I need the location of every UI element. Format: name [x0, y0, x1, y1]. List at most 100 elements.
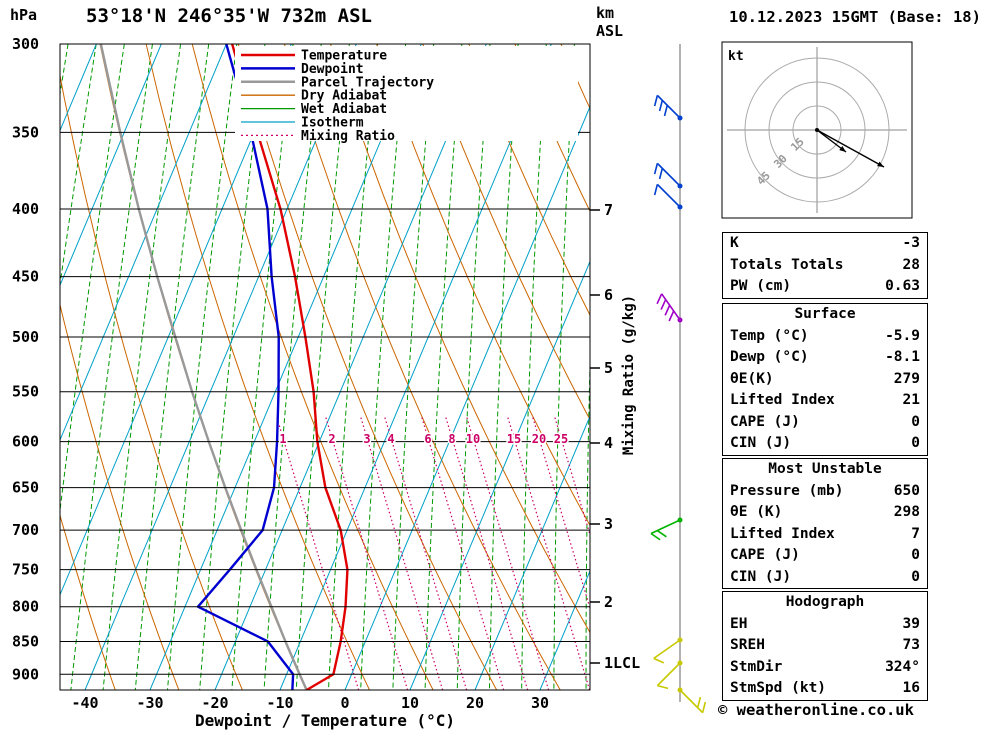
mixing-ratio-label: 6 — [424, 432, 431, 446]
most-unstable-table: Most Unstable Pressure (mb) 650 θE (K) 298 Li… — [722, 458, 928, 589]
wet-adiabat-line — [392, 44, 435, 690]
hodograph-origin-dot — [815, 128, 819, 132]
wind-barb-icon — [677, 687, 707, 714]
temp-tick-label: -20 — [201, 694, 228, 712]
mixing-ratio-label: 4 — [387, 432, 394, 446]
table-row: Lifted Index 7 — [730, 525, 920, 542]
pressure-tick-label: 850 — [12, 632, 39, 650]
legend-box — [235, 46, 578, 141]
legend-label: Dry Adiabat — [301, 89, 387, 104]
isotherm-line — [539, 569, 590, 690]
wet-adiabat-line — [70, 44, 153, 690]
dewpoint-line — [196, 44, 295, 690]
indices-table: K -3 Totals Totals 28 PW (cm) 0.63 — [722, 232, 928, 299]
wet-adiabat-line — [102, 44, 182, 690]
pressure-tick-label: 350 — [12, 123, 39, 141]
mixing-ratio-label: 25 — [554, 432, 568, 446]
wet-adiabat-line — [231, 44, 294, 690]
valid-time-title: 10.12.2023 15GMT (Base: 18) — [729, 8, 981, 26]
hodograph-wind-vector — [816, 129, 885, 168]
wind-barb-icon — [653, 162, 683, 189]
hodograph-ring — [768, 81, 866, 179]
surface-table: Surface Temp (°C) -5.9 Dewp (°C) -8.1 θE(K) 27… — [722, 303, 928, 456]
mixing-ratio-line — [420, 414, 505, 690]
table-row: EH 39 — [730, 615, 920, 632]
table-header: Hodograph — [785, 594, 865, 610]
temp-tick-label: 20 — [466, 694, 484, 712]
table-row: CAPE (J) 0 — [730, 547, 920, 563]
pressure-tick-label: 400 — [12, 200, 39, 218]
hodograph-ring — [792, 105, 842, 155]
wind-barb-icon — [650, 517, 683, 541]
mixing-ratio-line — [531, 414, 590, 611]
mixing-axis-title: Mixing Ratio (g/kg) — [621, 295, 637, 455]
mixing-ratio-label: 3 — [363, 432, 370, 446]
mixing-ratio-line — [324, 414, 409, 690]
table-row: Dewp (°C) -8.1 — [730, 349, 920, 365]
skewt-field — [60, 44, 590, 690]
isotherm-line — [149, 44, 422, 690]
dry-adiabat-line — [99, 44, 307, 690]
legend-label: Isotherm — [301, 116, 364, 131]
isotherm-line — [60, 44, 227, 442]
station-title: 53°18'N 246°35'W 732m ASL — [86, 5, 372, 27]
dry-adiabat-line — [145, 44, 371, 690]
mixing-ratio-label: 20 — [532, 432, 546, 446]
wet-adiabat-line — [521, 44, 547, 690]
isotherm-line — [214, 44, 487, 690]
mixing-ratio-line — [506, 414, 590, 690]
wet-adiabat-line — [134, 44, 210, 690]
table-header: Surface — [794, 306, 856, 322]
isotherm-line — [409, 260, 590, 690]
wind-barb-icon — [653, 94, 683, 121]
km-tick-label: 6 — [604, 286, 613, 304]
mixing-ratio-label: 8 — [448, 432, 455, 446]
wet-adiabat-line — [488, 44, 519, 690]
wet-adiabat-line — [166, 44, 238, 690]
pressure-tick-label: 800 — [12, 598, 39, 616]
copyright: © weatheronline.co.uk — [718, 701, 914, 719]
table-header: Most Unstable — [768, 461, 882, 477]
wind-barb-icon — [656, 660, 683, 690]
hodograph-unit-label: kt — [728, 49, 744, 64]
dry-adiabat-line — [60, 513, 116, 690]
wet-adiabat-line — [327, 44, 378, 690]
isotherm-line — [279, 44, 552, 690]
temp-tick-label: -10 — [266, 694, 293, 712]
pressure-tick-label: 650 — [12, 479, 39, 497]
table-row: CIN (J) 0 — [730, 435, 920, 451]
asl-unit-label: ASL — [596, 22, 623, 40]
isotherm-line — [60, 44, 162, 287]
wet-adiabat-line — [585, 347, 590, 690]
mixing-ratio-label: 1 — [279, 432, 286, 446]
km-unit-label: km — [596, 4, 614, 22]
dry-adiabat-line — [330, 44, 590, 634]
plot-frame — [59, 43, 591, 691]
dry-adiabat-line — [468, 44, 590, 317]
table-row: PW (cm) 0.63 — [730, 278, 920, 294]
dry-adiabat-line — [60, 302, 180, 690]
mixing-ratio-label: 15 — [507, 432, 521, 446]
table-row: CAPE (J) 0 — [730, 413, 920, 430]
mixing-ratio-line — [359, 414, 444, 690]
table-row: Lifted Index 21 — [730, 392, 920, 408]
table-row: θE(K) 279 — [730, 370, 920, 387]
arrowhead-icon — [877, 161, 884, 167]
temp-tick-label: -40 — [71, 694, 98, 712]
mixing-ratio-line — [275, 414, 360, 690]
temp-tick-label: 0 — [340, 694, 349, 712]
km-tick-label: 1LCL — [604, 654, 640, 672]
km-tick-label: 4 — [604, 434, 613, 452]
legend-label: Temperature — [301, 49, 387, 64]
pressure-tick-label: 750 — [12, 561, 39, 579]
table-row: K -3 — [730, 235, 920, 251]
legend-label: Dewpoint — [301, 62, 364, 77]
pressure-tick-label: 550 — [12, 383, 39, 401]
dry-adiabat-line — [60, 73, 243, 690]
wet-adiabat-line — [456, 44, 491, 690]
arrowhead-icon — [839, 146, 846, 152]
mixing-ratio-label: 10 — [466, 432, 480, 446]
wet-adiabat-line — [295, 44, 350, 690]
